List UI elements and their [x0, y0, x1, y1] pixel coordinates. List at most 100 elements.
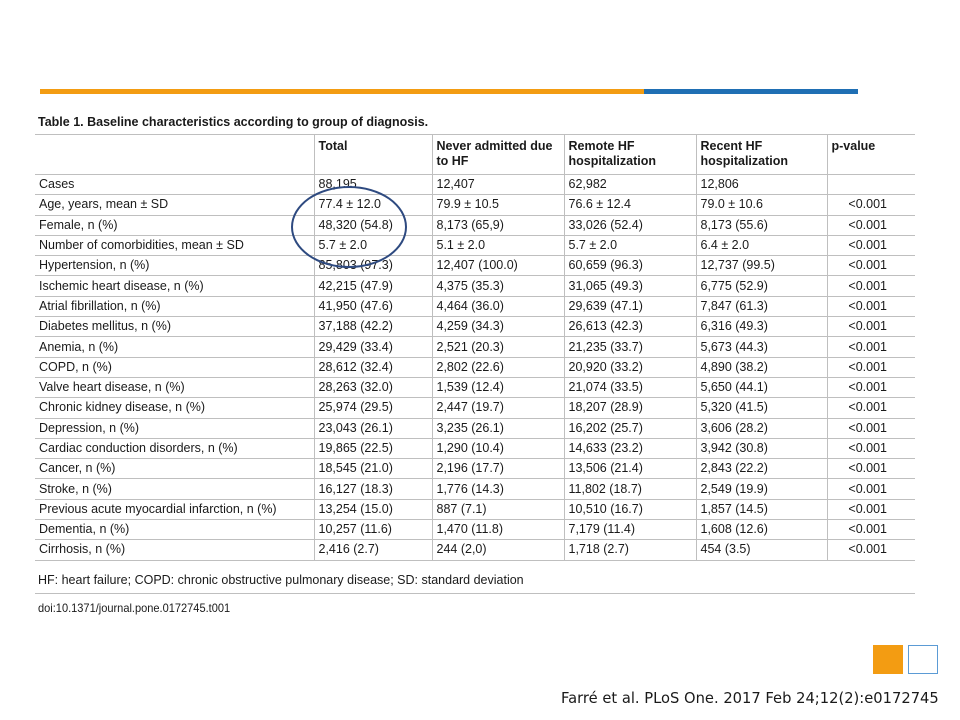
table-cell: 18,545 (21.0) — [313, 458, 432, 480]
table-row: Cases 88,195 12,407 62,982 12,806 — [35, 174, 915, 196]
table-cell: 23,043 (26.1) — [313, 418, 432, 439]
table-cell: 8,173 (55.6) — [695, 215, 827, 236]
table-cell: 4,890 (38.2) — [695, 357, 827, 378]
table-cell: <0.001 — [826, 438, 915, 460]
table-row: Atrial fibrillation, n (%) 41,950 (47.6) 4… — [35, 296, 915, 318]
table-cell: 37,188 (42.2) — [313, 316, 432, 338]
table-cell: 20,920 (33.2) — [563, 357, 696, 378]
header-cell: Never admitted due to HF — [431, 134, 564, 175]
table-cell: 79.0 ± 10.6 — [695, 194, 827, 216]
table-cell: 5,320 (41.5) — [695, 397, 827, 419]
row-label: Cardiac conduction disorders, n (%) — [35, 438, 314, 460]
table-cell: <0.001 — [826, 478, 915, 500]
table-cell: 3,942 (30.8) — [695, 438, 827, 460]
blue-accent-bar — [644, 89, 858, 94]
row-label: Valve heart disease, n (%) — [35, 377, 314, 399]
table-cell: 2,196 (17.7) — [431, 458, 564, 480]
citation-text: Farré et al. PLoS One. 2017 Feb 24;12(2)… — [561, 689, 939, 707]
table-cell: 8,173 (65,9) — [431, 215, 564, 236]
row-label: Cases — [35, 174, 314, 196]
table-header-row: Total Never admitted due to HF Remote HF… — [35, 134, 915, 175]
table-cell: 79.9 ± 10.5 — [431, 194, 564, 216]
row-label: Age, years, mean ± SD — [35, 194, 314, 216]
row-label: Diabetes mellitus, n (%) — [35, 316, 314, 338]
table-cell — [826, 174, 915, 196]
table-cell: 16,202 (25.7) — [563, 418, 696, 439]
table-cell: 4,375 (35.3) — [431, 275, 564, 297]
table-cell: 33,026 (52.4) — [563, 215, 696, 236]
table-row: Depression, n (%) 23,043 (26.1) 3,235 (26.… — [35, 418, 915, 439]
table-row: Number of comorbidities, mean ± SD 5.7 ± … — [35, 235, 915, 257]
row-label: Cancer, n (%) — [35, 458, 314, 480]
table-cell: 21,074 (33.5) — [563, 377, 696, 399]
blue-outline-square-decoration — [908, 645, 938, 674]
table-cell: 28,612 (32.4) — [313, 357, 432, 378]
table-cell: 60,659 (96.3) — [563, 255, 696, 277]
table-cell: <0.001 — [826, 194, 915, 216]
row-label: Female, n (%) — [35, 215, 314, 236]
table-cell: 25,974 (29.5) — [313, 397, 432, 419]
table-cell: <0.001 — [826, 275, 915, 297]
table-cell: <0.001 — [826, 377, 915, 399]
table-cell: 454 (3.5) — [695, 539, 827, 561]
table-cell: 1,718 (2.7) — [563, 539, 696, 561]
table-cell: <0.001 — [826, 458, 915, 480]
table-row: Hypertension, n (%) 85,803 (97.3) 12,407 (… — [35, 255, 915, 277]
table-row: Cancer, n (%) 18,545 (21.0) 2,196 (17.7) 13… — [35, 458, 915, 480]
table-cell: <0.001 — [826, 316, 915, 338]
table-cell: <0.001 — [826, 499, 915, 521]
table-cell: 6.4 ± 2.0 — [695, 235, 827, 257]
table-cell: <0.001 — [826, 357, 915, 378]
table-cell: 5.7 ± 2.0 — [563, 235, 696, 257]
table-row: Valve heart disease, n (%) 28,263 (32.0) 1… — [35, 377, 915, 399]
row-label: Dementia, n (%) — [35, 519, 314, 541]
divider — [35, 593, 915, 594]
row-label: Number of comorbidities, mean ± SD — [35, 235, 314, 257]
table-cell: 12,737 (99.5) — [695, 255, 827, 277]
row-label: Anemia, n (%) — [35, 336, 314, 358]
table-cell: 11,802 (18.7) — [563, 478, 696, 500]
table-row: Diabetes mellitus, n (%) 37,188 (42.2) 4,2… — [35, 316, 915, 338]
table-cell: 10,510 (16.7) — [563, 499, 696, 521]
table-cell: <0.001 — [826, 235, 915, 257]
table-cell: 5,650 (44.1) — [695, 377, 827, 399]
row-label: Cirrhosis, n (%) — [35, 539, 314, 561]
table-cell: 14,633 (23.2) — [563, 438, 696, 460]
table-cell: 42,215 (47.9) — [313, 275, 432, 297]
table-cell: 12,407 — [431, 174, 564, 196]
table-cell: 76.6 ± 12.4 — [563, 194, 696, 216]
table-cell: 6,316 (49.3) — [695, 316, 827, 338]
table-row: Stroke, n (%) 16,127 (18.3) 1,776 (14.3) 11… — [35, 478, 915, 500]
table-cell: <0.001 — [826, 296, 915, 318]
table-cell: 29,429 (33.4) — [313, 336, 432, 358]
row-label: Chronic kidney disease, n (%) — [35, 397, 314, 419]
table-cell: 2,416 (2.7) — [313, 539, 432, 561]
table-row: Ischemic heart disease, n (%) 42,215 (47.… — [35, 275, 915, 297]
row-label: Hypertension, n (%) — [35, 255, 314, 277]
table-row: Female, n (%) 48,320 (54.8) 8,173 (65,9) 33… — [35, 215, 915, 236]
table-cell: 10,257 (11.6) — [313, 519, 432, 541]
table-cell: 1,539 (12.4) — [431, 377, 564, 399]
table-cell: 2,802 (22.6) — [431, 357, 564, 378]
table-cell: 19,865 (22.5) — [313, 438, 432, 460]
table-cell: <0.001 — [826, 255, 915, 277]
orange-square-decoration — [873, 645, 903, 674]
table-cell: 2,521 (20.3) — [431, 336, 564, 358]
header-cell: Recent HF hospitalization — [695, 134, 827, 175]
header-cell: Total — [313, 134, 432, 175]
table-cell: 13,254 (15.0) — [313, 499, 432, 521]
table-cell: 7,847 (61.3) — [695, 296, 827, 318]
table-row: Age, years, mean ± SD 77.4 ± 12.0 79.9 ± 1… — [35, 194, 915, 216]
row-label: Atrial fibrillation, n (%) — [35, 296, 314, 318]
table-cell: 16,127 (18.3) — [313, 478, 432, 500]
table-cell: 28,263 (32.0) — [313, 377, 432, 399]
table-cell: 26,613 (42.3) — [563, 316, 696, 338]
table-row: COPD, n (%) 28,612 (32.4) 2,802 (22.6) 20,9… — [35, 357, 915, 378]
table-cell: 3,235 (26.1) — [431, 418, 564, 439]
baseline-characteristics-table: Total Never admitted due to HF Remote HF… — [35, 134, 915, 561]
table-cell: 21,235 (33.7) — [563, 336, 696, 358]
orange-accent-bar — [40, 89, 644, 94]
table-cell: 1,776 (14.3) — [431, 478, 564, 500]
row-label: Depression, n (%) — [35, 418, 314, 439]
row-label: Stroke, n (%) — [35, 478, 314, 500]
